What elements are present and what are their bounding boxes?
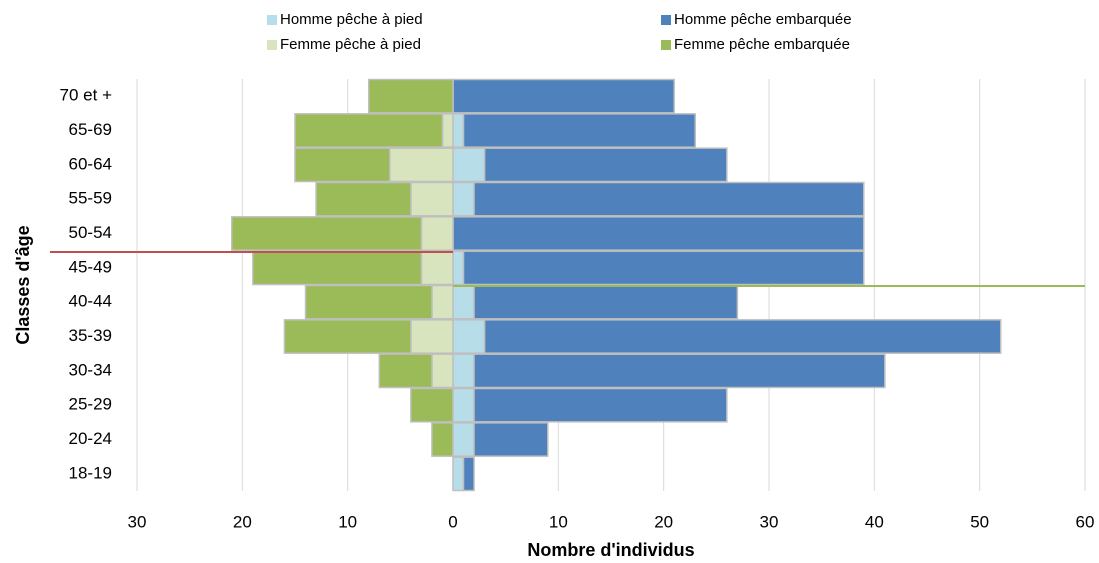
bar [462,250,865,286]
bar [462,456,475,492]
bar [420,250,454,286]
x-tick-label: 40 [865,512,884,531]
x-tick-label: 20 [654,512,673,531]
x-tick-label: 10 [338,512,357,531]
bar [473,387,728,423]
y-tick-label: 25-29 [69,395,112,414]
bar [410,181,454,217]
bar [452,113,465,148]
bar [315,181,412,217]
bar [473,353,886,389]
bar [483,147,728,183]
bar [283,319,412,354]
legend-label: Homme pêche embarquée [674,11,852,28]
x-tick-label: 50 [970,512,989,531]
bar [452,181,475,217]
legend-swatch [267,15,277,25]
x-tick-label: 0 [448,512,457,531]
bar [452,78,675,114]
bar [441,113,454,148]
y-tick-label: 55-59 [69,189,112,208]
bar [473,284,739,320]
bar [452,353,475,389]
bar [473,422,549,457]
y-tick-label: 20-24 [69,429,112,448]
legend-swatch [661,40,671,50]
y-tick-label: 35-39 [69,326,112,345]
bar [462,113,697,148]
legend-swatch [661,15,671,25]
bar [431,284,454,320]
bar [473,181,865,217]
legend-label: Femme pêche embarquée [674,36,850,53]
legend-swatch [267,40,277,50]
x-tick-label: 60 [1076,512,1095,531]
y-axis-title: Classes d'âge [13,225,33,344]
x-tick-label: 10 [549,512,568,531]
bar [294,113,444,148]
y-tick-label: 40-44 [69,292,112,311]
bar [420,216,454,251]
x-tick-label: 30 [128,512,147,531]
legend-label: Homme pêche à pied [280,11,423,28]
bar [483,319,1002,354]
bar [431,422,454,457]
bar [294,147,391,183]
bar [452,387,475,423]
bar [367,78,454,114]
bar [410,319,454,354]
y-tick-label: 60-64 [69,154,112,173]
bar [252,250,423,286]
y-tick-label: 18-19 [69,463,112,482]
bar [452,216,865,251]
bar [431,353,454,389]
x-tick-label: 20 [233,512,252,531]
bar [452,147,486,183]
y-tick-label: 45-49 [69,257,112,276]
bar [452,319,486,354]
y-tick-label: 70 et + [60,86,113,105]
bar [452,284,475,320]
bar [452,422,475,457]
y-tick-label: 65-69 [69,120,112,139]
bar [452,250,465,286]
y-tick-label: 30-34 [69,360,112,379]
bar [410,387,454,423]
bar [452,456,465,492]
legend-label: Femme pêche à pied [280,36,421,53]
bar [304,284,433,320]
x-tick-label: 30 [760,512,779,531]
bar [231,216,423,251]
bar [389,147,454,183]
x-axis-title: Nombre d'individus [527,540,694,560]
y-tick-label: 50-54 [69,223,112,242]
bar [378,353,433,389]
